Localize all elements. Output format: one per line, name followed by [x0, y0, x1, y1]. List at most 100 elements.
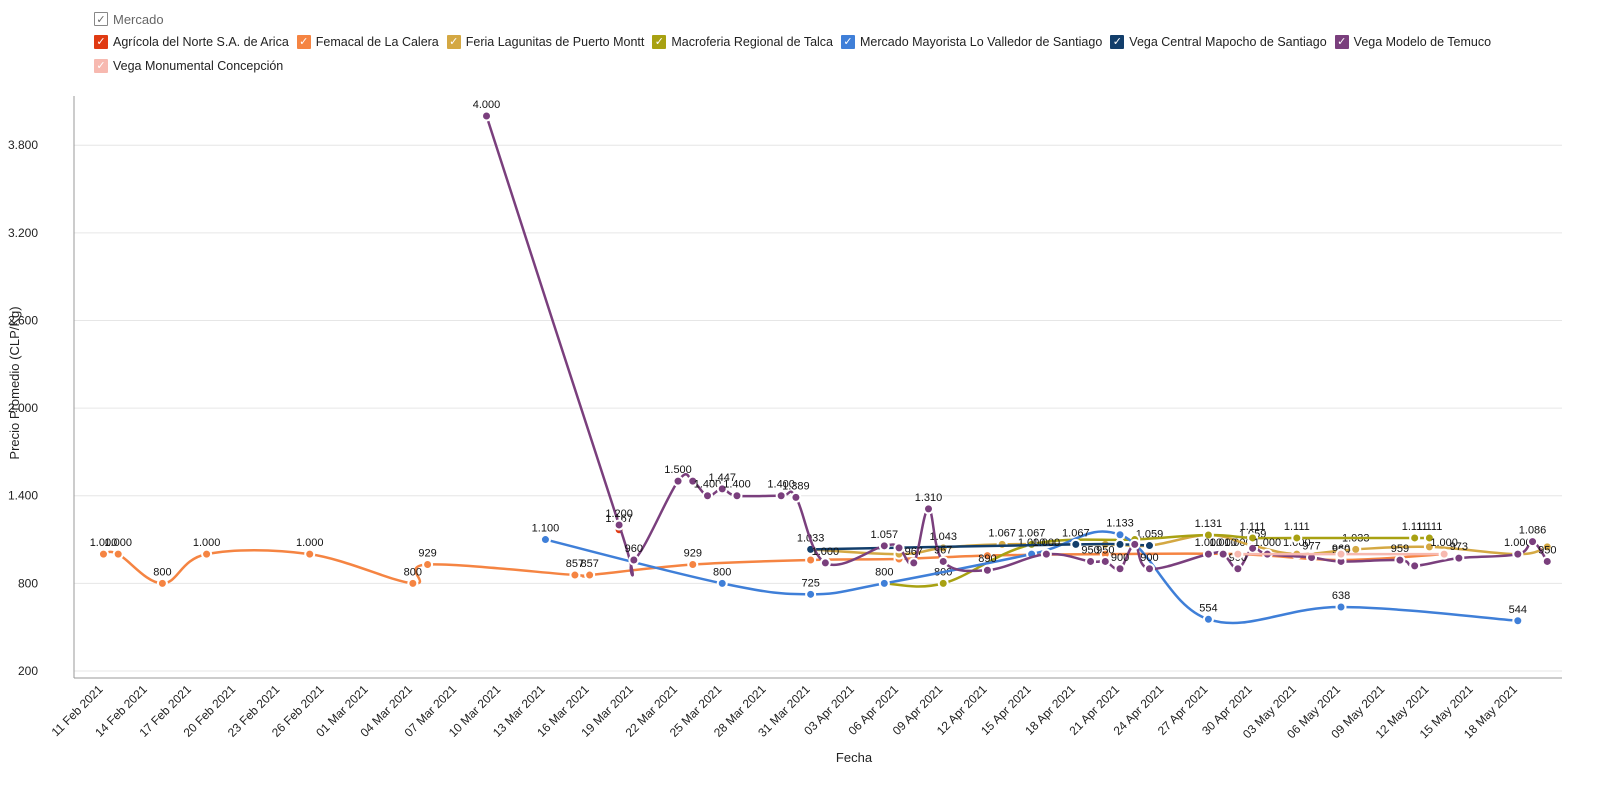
data-point[interactable]	[1099, 555, 1111, 567]
y-tick-label: 2.600	[8, 313, 38, 327]
data-point[interactable]	[1512, 615, 1524, 627]
legend-checkbox-icon[interactable]: ✓	[446, 35, 461, 49]
legend-checkbox-icon[interactable]: ✓	[296, 35, 311, 49]
data-point[interactable]	[112, 548, 124, 560]
legend-label: Femacal de La Calera	[315, 35, 439, 49]
data-point[interactable]	[996, 538, 1008, 550]
data-point[interactable]	[1202, 529, 1214, 541]
legend-items: ✓ Agrícola del Norte S.A. de Arica ✓ Femaca…	[94, 30, 1574, 78]
legend-title-checkbox-icon[interactable]: ✓	[94, 12, 108, 26]
legend-checkbox-icon[interactable]: ✓	[1110, 35, 1125, 49]
data-point[interactable]	[1129, 538, 1141, 550]
data-label: 950	[1096, 544, 1114, 556]
data-point[interactable]	[1438, 548, 1450, 560]
data-point[interactable]	[613, 519, 625, 531]
data-point[interactable]	[1202, 548, 1214, 560]
legend-item[interactable]: ✓ Vega Central Mapocho de Santiago	[1110, 30, 1327, 54]
data-point[interactable]	[1217, 548, 1229, 560]
data-point[interactable]	[1291, 532, 1303, 544]
data-point[interactable]	[1541, 541, 1553, 553]
data-point[interactable]	[1247, 532, 1259, 544]
data-point[interactable]	[1512, 548, 1524, 560]
data-point[interactable]	[1527, 536, 1539, 548]
data-point[interactable]	[1114, 538, 1126, 550]
data-point[interactable]	[937, 577, 949, 589]
data-label: 1.086	[1519, 525, 1547, 537]
data-label: 1.000	[90, 537, 118, 549]
data-point[interactable]	[716, 577, 728, 589]
legend-checkbox-icon[interactable]: ✓	[652, 35, 667, 49]
data-point[interactable]	[1335, 601, 1347, 613]
legend-checkbox-icon[interactable]: ✓	[94, 35, 108, 49]
data-point[interactable]	[687, 559, 699, 571]
data-point[interactable]	[1114, 563, 1126, 575]
legend-checkbox-icon[interactable]: ✓	[1334, 35, 1349, 49]
legend-item[interactable]: ✓ Feria Lagunitas de Puerto Montt	[446, 30, 644, 54]
data-point[interactable]	[1232, 563, 1244, 575]
data-point[interactable]	[584, 569, 596, 581]
data-point[interactable]	[1085, 555, 1097, 567]
data-point[interactable]	[937, 555, 949, 567]
legend-item[interactable]: ✓ Vega Modelo de Temuco	[1334, 30, 1491, 54]
data-point[interactable]	[908, 557, 920, 569]
data-point[interactable]	[407, 577, 419, 589]
legend-item[interactable]: ✓ Vega Monumental Concepción	[94, 54, 283, 78]
data-label: 1.067	[988, 527, 1016, 539]
data-point[interactable]	[1070, 538, 1082, 550]
data-point[interactable]	[1394, 554, 1406, 566]
data-point[interactable]	[819, 557, 831, 569]
data-point[interactable]	[878, 540, 890, 552]
data-point[interactable]	[1114, 529, 1126, 541]
data-point[interactable]	[790, 491, 802, 503]
data-point[interactable]	[1040, 548, 1052, 560]
data-point[interactable]	[687, 475, 699, 487]
data-point[interactable]	[1409, 560, 1421, 572]
data-label: 1.400	[694, 479, 722, 491]
data-point[interactable]	[1247, 542, 1259, 554]
data-point[interactable]	[981, 550, 993, 562]
data-point[interactable]	[569, 569, 581, 581]
data-label: 554	[1199, 602, 1217, 614]
data-point[interactable]	[1143, 540, 1155, 552]
data-point[interactable]	[1232, 548, 1244, 560]
data-point[interactable]	[1541, 555, 1553, 567]
data-point[interactable]	[775, 490, 787, 502]
data-point[interactable]	[628, 554, 640, 566]
data-label: 800	[404, 566, 422, 578]
legend-title[interactable]: ✓ Mercado	[94, 8, 1574, 30]
data-point[interactable]	[716, 483, 728, 495]
data-point[interactable]	[922, 503, 934, 515]
data-point[interactable]	[672, 475, 684, 487]
data-point[interactable]	[201, 548, 213, 560]
data-point[interactable]	[481, 110, 493, 122]
data-point[interactable]	[878, 577, 890, 589]
data-point[interactable]	[1453, 552, 1465, 564]
data-point[interactable]	[981, 564, 993, 576]
data-point[interactable]	[1143, 563, 1155, 575]
data-point[interactable]	[702, 490, 714, 502]
data-label: 857	[566, 558, 584, 570]
data-point[interactable]	[1350, 543, 1362, 555]
legend-checkbox-icon[interactable]: ✓	[94, 59, 108, 73]
data-point[interactable]	[97, 548, 109, 560]
data-point[interactable]	[1409, 532, 1421, 544]
data-point[interactable]	[1335, 548, 1347, 560]
data-point[interactable]	[805, 588, 817, 600]
data-point[interactable]	[1202, 613, 1214, 625]
data-point[interactable]	[893, 542, 905, 554]
legend-checkbox-icon[interactable]: ✓	[841, 35, 856, 49]
data-label: 967	[905, 546, 923, 558]
data-point[interactable]	[805, 554, 817, 566]
legend-item[interactable]: ✓ Macroferia Regional de Talca	[652, 30, 833, 54]
data-label: 4.000	[473, 99, 501, 111]
data-point[interactable]	[156, 577, 168, 589]
legend-item[interactable]: ✓ Mercado Mayorista Lo Valledor de Santia…	[841, 30, 1102, 54]
legend-item[interactable]: ✓ Femacal de La Calera	[296, 30, 439, 54]
data-point[interactable]	[304, 548, 316, 560]
data-point[interactable]	[539, 534, 551, 546]
data-point[interactable]	[731, 490, 743, 502]
data-point[interactable]	[1423, 532, 1435, 544]
legend-item[interactable]: ✓ Agrícola del Norte S.A. de Arica	[94, 30, 289, 54]
data-point[interactable]	[422, 559, 434, 571]
